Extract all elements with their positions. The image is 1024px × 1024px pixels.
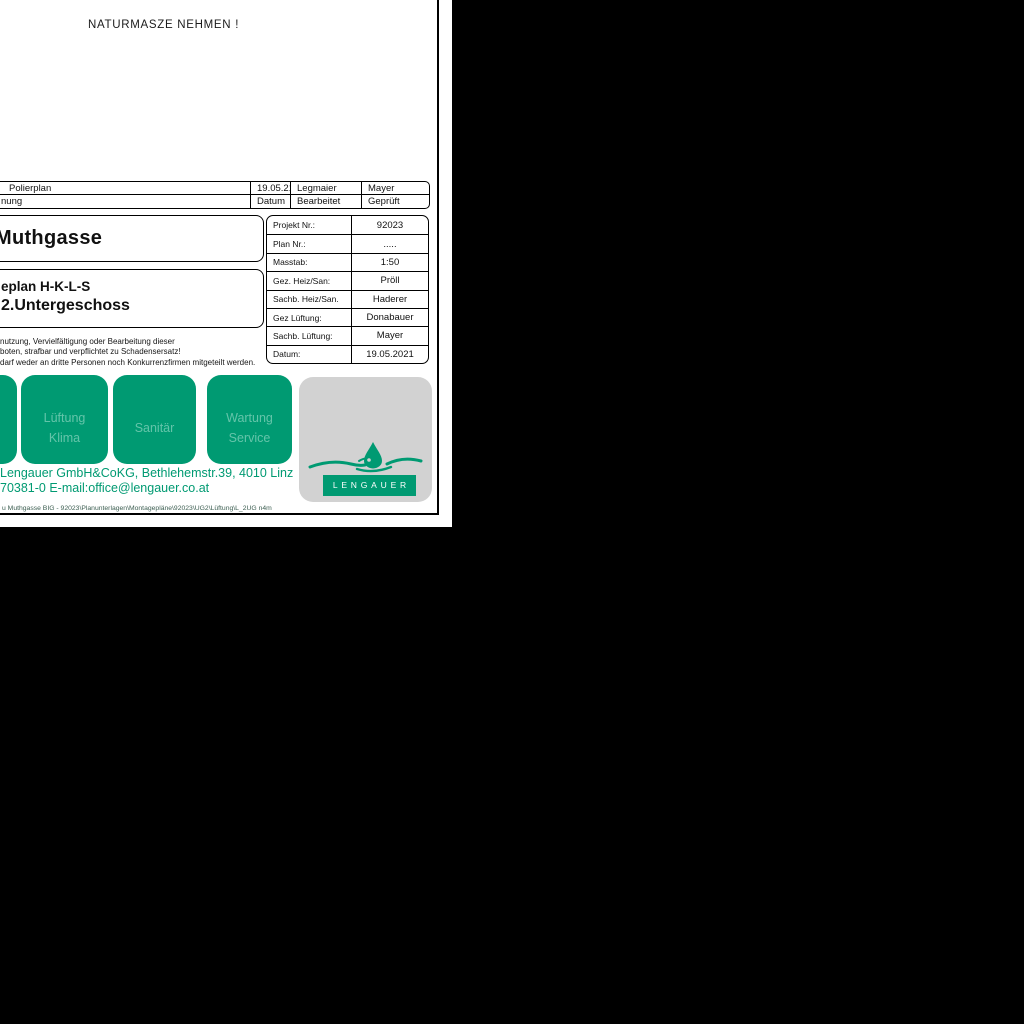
tile-label: Lüftung bbox=[43, 410, 86, 425]
info-value: Pröll bbox=[351, 272, 428, 290]
info-label: Sachb. Heiz/San. bbox=[273, 294, 339, 305]
revision-header-checked: Geprüft bbox=[361, 195, 429, 208]
department-tile-wartung-service: Wartung Service bbox=[207, 375, 292, 464]
info-row-plan-nr: Plan Nr.: ..... bbox=[267, 234, 428, 253]
plan-type-line1: eplan H-K-L-S bbox=[1, 279, 91, 294]
info-row-datum: Datum: 19.05.2021 bbox=[267, 344, 428, 363]
plan-type-line2: 2.Untergeschoss bbox=[1, 297, 130, 314]
company-contact: Lengauer GmbH&CoKG, Bethlehemstr.39, 401… bbox=[0, 466, 293, 496]
info-row-gez-lueftung: Gez Lüftung: Donabauer bbox=[267, 307, 428, 327]
info-label: Sachb. Lüftung: bbox=[273, 330, 333, 341]
naturmasse-note: NATURMASZE NEHMEN ! bbox=[88, 19, 240, 31]
info-value: 92023 bbox=[351, 216, 428, 235]
project-title: Muthgasse bbox=[0, 227, 103, 249]
water-drop-waves-icon bbox=[308, 442, 423, 473]
copyright-disclaimer: nutzung, Vervielfältigung oder Bearbeitu… bbox=[0, 337, 285, 368]
revision-editor-cell: Legmaier bbox=[290, 182, 361, 195]
project-title-box: Muthgasse bbox=[0, 215, 264, 262]
info-value: Donabauer bbox=[351, 308, 428, 327]
tile-label: Service bbox=[228, 430, 271, 445]
info-value: ..... bbox=[351, 235, 428, 253]
info-label: Gez. Heiz/San: bbox=[273, 275, 331, 286]
plan-frame-vertical-border bbox=[437, 0, 439, 515]
department-tile-heizung: Heizung bbox=[0, 375, 17, 464]
company-address-line: Lengauer GmbH&CoKG, Bethlehemstr.39, 401… bbox=[0, 466, 294, 480]
info-label: Masstab: bbox=[273, 257, 308, 268]
revision-date-cell: 19.05.21 bbox=[250, 182, 290, 195]
info-row-sachb-lueftung: Sachb. Lüftung: Mayer bbox=[267, 326, 428, 345]
info-label: Datum: bbox=[273, 349, 301, 360]
plan-frame-bottom-border bbox=[0, 513, 439, 515]
disclaimer-line: darf weder an dritte Personen noch Konku… bbox=[0, 357, 256, 367]
revision-header-date: Datum bbox=[250, 195, 290, 208]
revision-header-name: nung bbox=[1, 196, 23, 207]
disclaimer-line: nutzung, Vervielfältigung oder Bearbeitu… bbox=[0, 337, 175, 346]
info-row-sachb-heiz-san: Sachb. Heiz/San. Haderer bbox=[267, 289, 428, 308]
info-row-projekt-nr: Projekt Nr.: 92023 bbox=[267, 216, 428, 235]
tile-label: Klima bbox=[48, 430, 81, 445]
tile-label: Sanitär bbox=[134, 420, 175, 435]
company-email-line: 70381-0 E-mail:office@lengauer.co.at bbox=[0, 481, 210, 495]
info-value: 19.05.2021 bbox=[351, 345, 428, 363]
info-value: Mayer bbox=[351, 327, 428, 345]
lengauer-wordmark: LENGAUER bbox=[323, 475, 416, 496]
info-value: 1:50 bbox=[351, 253, 428, 272]
revision-table: Polierplan 19.05.21 Legmaier Mayer nung … bbox=[0, 181, 430, 209]
department-tile-lueftung-klima: Lüftung Klima bbox=[21, 375, 108, 464]
info-label: Projekt Nr.: bbox=[273, 220, 316, 231]
revision-approver-cell: Mayer bbox=[361, 182, 429, 195]
tile-label: Wartung bbox=[226, 410, 273, 425]
info-label: Gez Lüftung: bbox=[273, 312, 322, 323]
disclaimer-line: boten, strafbar und verpflichtet zu Scha… bbox=[0, 347, 181, 357]
info-row-masstab: Masstab: 1:50 bbox=[267, 252, 428, 272]
department-tile-sanitaer: Sanitär bbox=[113, 375, 196, 464]
revision-name-cell: Polierplan bbox=[0, 182, 250, 195]
info-label: Plan Nr.: bbox=[273, 239, 306, 250]
project-info-table: Projekt Nr.: 92023 Plan Nr.: ..... Masst… bbox=[266, 215, 429, 364]
revision-header-editor: Bearbeitet bbox=[290, 195, 361, 208]
info-value: Haderer bbox=[351, 290, 428, 308]
drawing-file-path: u Muthgasse BIG - 92023\Planunterlagen\M… bbox=[2, 505, 272, 512]
info-row-gez-heiz-san: Gez. Heiz/San: Pröll bbox=[267, 271, 428, 290]
plan-sheet: NATURMASZE NEHMEN ! Polierplan 19.05.21 … bbox=[0, 0, 452, 527]
plan-type-box: eplan H-K-L-S 2.Untergeschoss bbox=[0, 269, 264, 328]
lengauer-logo-tile: LENGAUER bbox=[299, 377, 432, 502]
